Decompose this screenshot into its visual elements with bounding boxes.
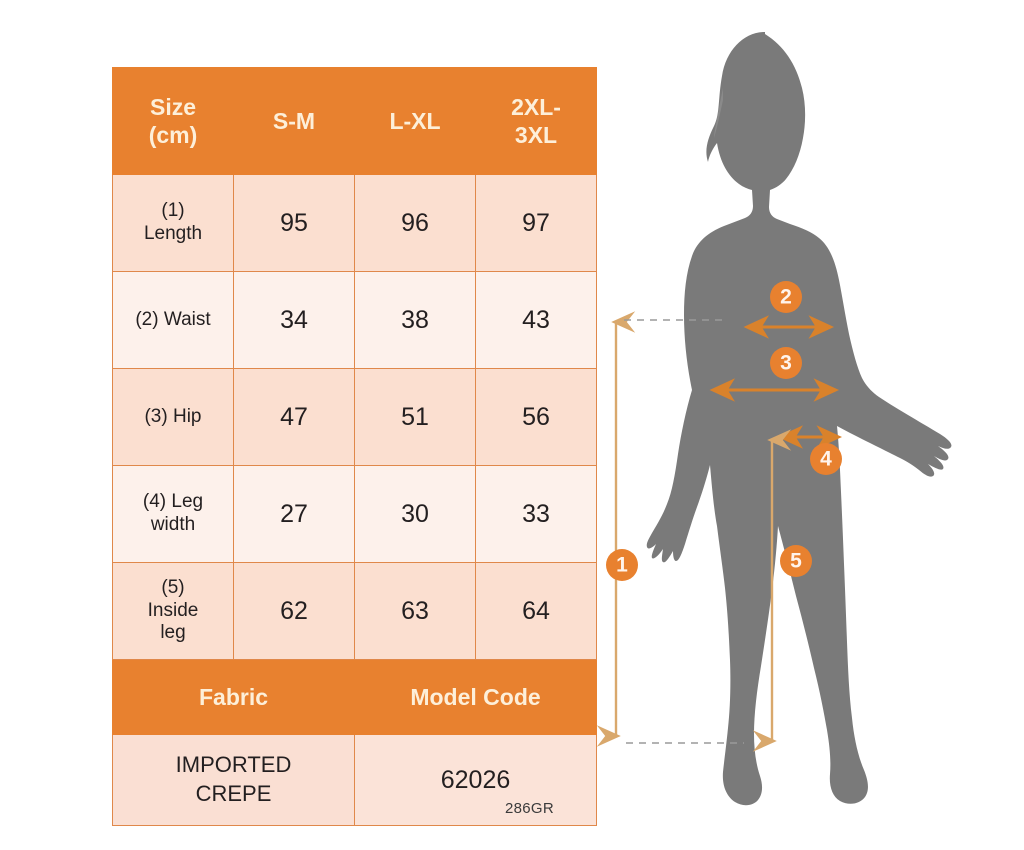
table-row: (4) Leg width 27 30 33 — [112, 465, 597, 563]
row-label-line2: Inside — [147, 599, 199, 621]
cell-length-l-xl: 96 — [354, 174, 476, 272]
row-label-line1: (5) — [161, 576, 185, 598]
row-label-line2: width — [150, 514, 196, 535]
cell-hip-l-xl: 51 — [354, 368, 476, 466]
header-cell-s-m: S-M — [233, 67, 355, 175]
row-label-line2: Length — [143, 223, 203, 244]
row-label-inside-leg: (5) Inside leg — [112, 562, 234, 660]
table-footer-row: IMPORTED CREPE 62026 — [112, 734, 597, 826]
badge-3-label: 3 — [780, 352, 792, 375]
header-cell-fabric: Fabric — [112, 659, 355, 735]
header-cell-2xl-3xl: 2XL- 3XL — [475, 67, 597, 175]
cell-waist-2xl-3xl: 43 — [475, 271, 597, 369]
row-label-line3: leg — [160, 622, 186, 644]
fabric-line1: IMPORTED — [175, 752, 292, 778]
badge-5: 5 — [780, 545, 812, 577]
female-silhouette-icon — [646, 32, 952, 806]
table-row: (3) Hip 47 51 56 — [112, 368, 597, 466]
table-subheader-row: Fabric Model Code — [112, 659, 597, 735]
badge-1: 1 — [606, 549, 638, 581]
badge-5-label: 5 — [790, 550, 802, 573]
table-row: (1) Length 95 96 97 — [112, 174, 597, 272]
header-cell-model-code: Model Code — [354, 659, 597, 735]
cell-length-2xl-3xl: 97 — [475, 174, 597, 272]
table-row: (2) Waist 34 38 43 — [112, 271, 597, 369]
cell-leg-width-2xl-3xl: 33 — [475, 465, 597, 563]
table-row: (5) Inside leg 62 63 64 — [112, 562, 597, 660]
cell-model-code-value: 62026 — [354, 734, 597, 826]
cell-waist-l-xl: 38 — [354, 271, 476, 369]
badge-2: 2 — [770, 281, 802, 313]
cell-hip-2xl-3xl: 56 — [475, 368, 597, 466]
header-cell-size: Size (cm) — [112, 67, 234, 175]
measurement-figure: 1 2 3 4 5 — [596, 10, 1024, 840]
table-header-row: Size (cm) S-M L-XL 2XL- 3XL — [112, 67, 597, 175]
cell-inside-leg-l-xl: 63 — [354, 562, 476, 660]
cell-waist-s-m: 34 — [233, 271, 355, 369]
size-chart-table: Size (cm) S-M L-XL 2XL- 3XL (1) Length 95… — [112, 67, 597, 826]
cell-length-s-m: 95 — [233, 174, 355, 272]
cell-inside-leg-s-m: 62 — [233, 562, 355, 660]
fabric-line2: CREPE — [195, 781, 272, 806]
measure-1-length-arrow — [596, 311, 744, 747]
row-label-hip: (3) Hip — [112, 368, 234, 466]
badge-1-label: 1 — [616, 554, 628, 577]
row-label-length: (1) Length — [112, 174, 234, 272]
row-label-line1: (4) Leg — [142, 491, 204, 513]
badge-4-label: 4 — [820, 448, 832, 471]
row-label-waist: (2) Waist — [112, 271, 234, 369]
cell-leg-width-l-xl: 30 — [354, 465, 476, 563]
badge-4: 4 — [810, 443, 842, 475]
product-code-note: 286GR — [505, 800, 555, 817]
header-size-line2: (cm) — [148, 122, 198, 148]
cell-leg-width-s-m: 27 — [233, 465, 355, 563]
row-label-line1: (1) — [161, 200, 185, 222]
cell-hip-s-m: 47 — [233, 368, 355, 466]
header-cell-l-xl: L-XL — [354, 67, 476, 175]
cell-inside-leg-2xl-3xl: 64 — [475, 562, 597, 660]
badge-3: 3 — [770, 347, 802, 379]
row-label-leg-width: (4) Leg width — [112, 465, 234, 563]
cell-fabric-value: IMPORTED CREPE — [112, 734, 355, 826]
header-size-line1: Size — [149, 93, 197, 120]
badge-2-label: 2 — [780, 286, 792, 309]
